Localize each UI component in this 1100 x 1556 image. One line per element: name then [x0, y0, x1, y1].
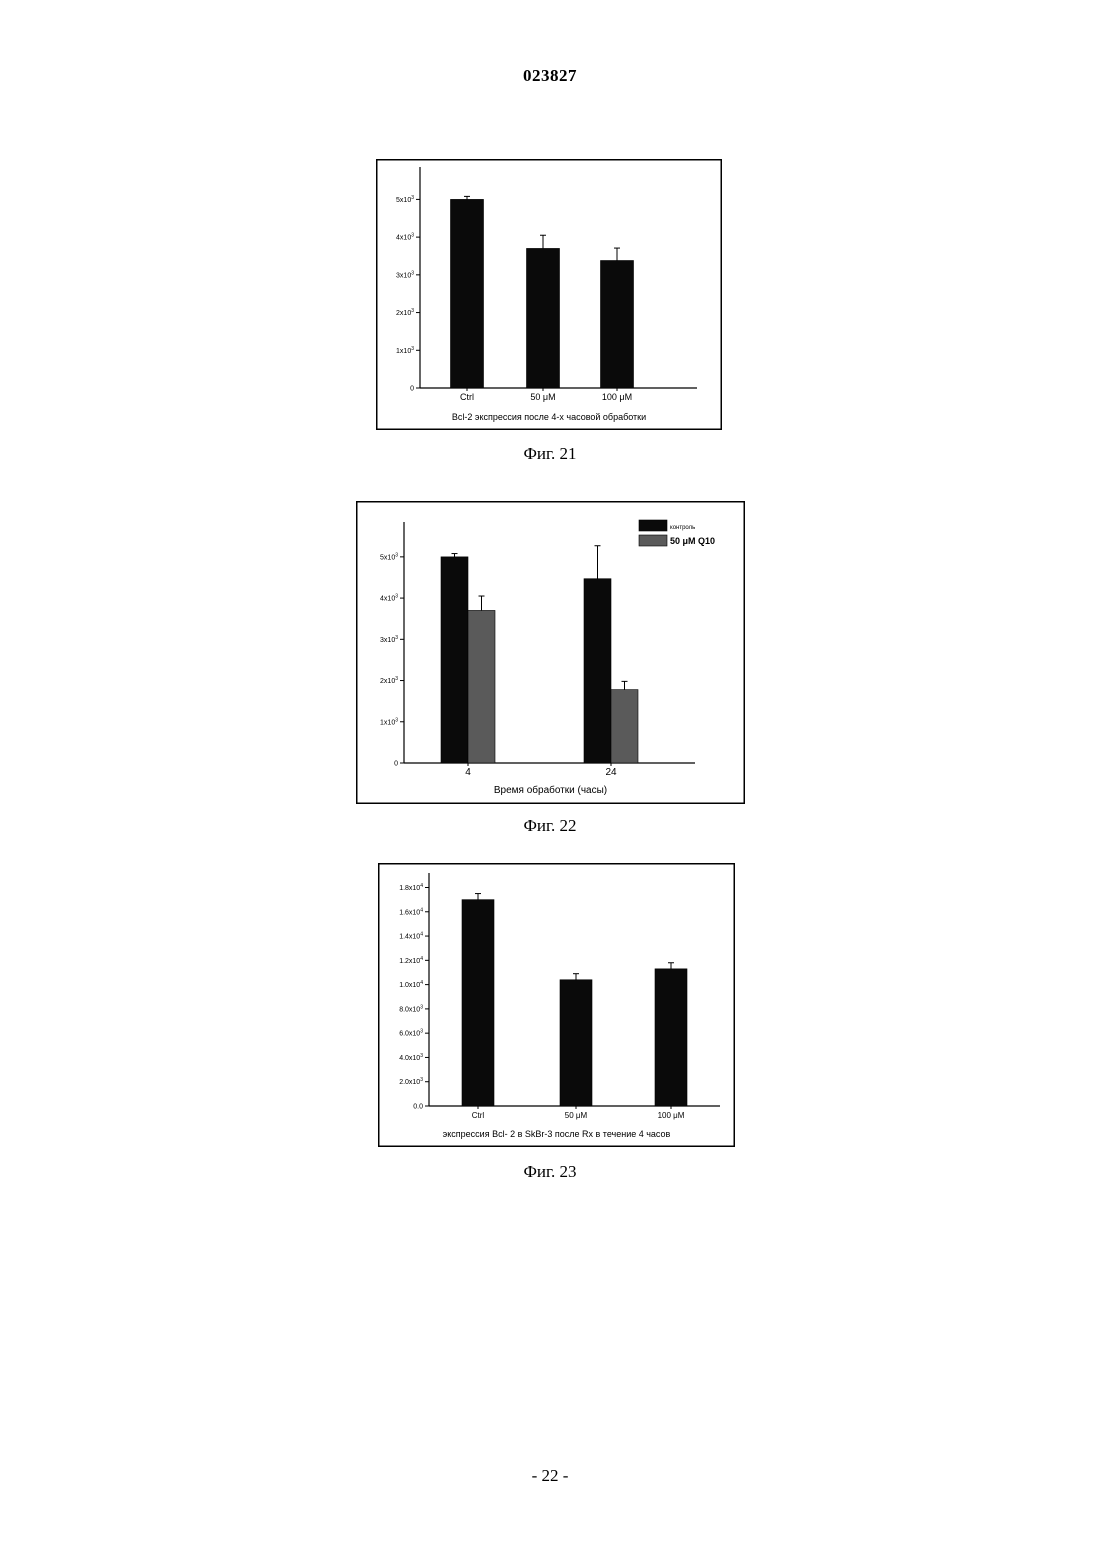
document-number: 023827	[0, 66, 1100, 86]
bar	[560, 980, 592, 1106]
bar	[451, 199, 484, 388]
x-tick-label: 100 μM	[602, 392, 632, 402]
x-tick-label: Ctrl	[460, 392, 474, 402]
chart-fig23: 0.0 2.0x103 4.0x103 6.0x103 8.0x103 1.0x104 1.…	[378, 863, 735, 1147]
legend-label: 50 μM Q10	[670, 536, 715, 546]
x-tick-label: 4	[465, 767, 471, 778]
x-tick-label: 50 μM	[565, 1111, 588, 1120]
bar	[584, 579, 611, 763]
legend-swatch	[639, 520, 667, 531]
figure-caption-22: Фиг. 22	[0, 816, 1100, 836]
y-tick-label: 4.0x103	[399, 1053, 423, 1062]
x-tick-label: 100 μM	[658, 1111, 685, 1120]
y-tick-label: 1.6x104	[399, 907, 423, 916]
chart-fig21: 01x1032x1033x1034x1035x103Ctrl50 μM100 μ…	[376, 159, 722, 430]
x-axis-label: экспрессия Bcl- 2 в SkBr-3 после Rx в те…	[443, 1129, 671, 1139]
x-axis-label: Bcl-2 экспрессия после 4-х часовой обраб…	[452, 412, 646, 422]
bar	[462, 900, 494, 1106]
chart-frame	[357, 502, 745, 804]
legend-label: контроль	[670, 525, 695, 531]
bar	[655, 969, 687, 1106]
y-tick-label: 1.8x104	[399, 883, 423, 892]
x-tick-label: 50 μM	[530, 392, 555, 402]
bar	[611, 690, 638, 763]
page-number: - 22 -	[0, 1466, 1100, 1486]
bar	[527, 248, 560, 388]
figure-caption-23: Фиг. 23	[0, 1162, 1100, 1182]
y-tick-label: 1.2x104	[399, 956, 423, 965]
bar	[601, 261, 634, 388]
legend-swatch	[639, 535, 667, 546]
y-tick-label: 0	[410, 386, 414, 393]
bar	[468, 610, 495, 763]
figure-caption-21: Фиг. 21	[0, 444, 1100, 464]
y-tick-label: 1.4x104	[399, 932, 423, 941]
x-tick-label: 24	[605, 767, 617, 778]
y-tick-label: 0	[394, 761, 398, 768]
bar	[441, 557, 468, 763]
x-tick-label: Ctrl	[472, 1111, 485, 1120]
y-tick-label: 6.0x103	[399, 1029, 423, 1038]
y-tick-label: 1.0x104	[399, 980, 423, 989]
y-tick-label: 0.0	[413, 1104, 423, 1111]
y-tick-label: 8.0x103	[399, 1004, 423, 1013]
y-tick-label: 2.0x103	[399, 1077, 423, 1086]
chart-fig22: 01x1032x1033x1034x1035x103424Время обраб…	[356, 501, 745, 804]
x-axis-label: Время обработки (часы)	[494, 784, 607, 796]
